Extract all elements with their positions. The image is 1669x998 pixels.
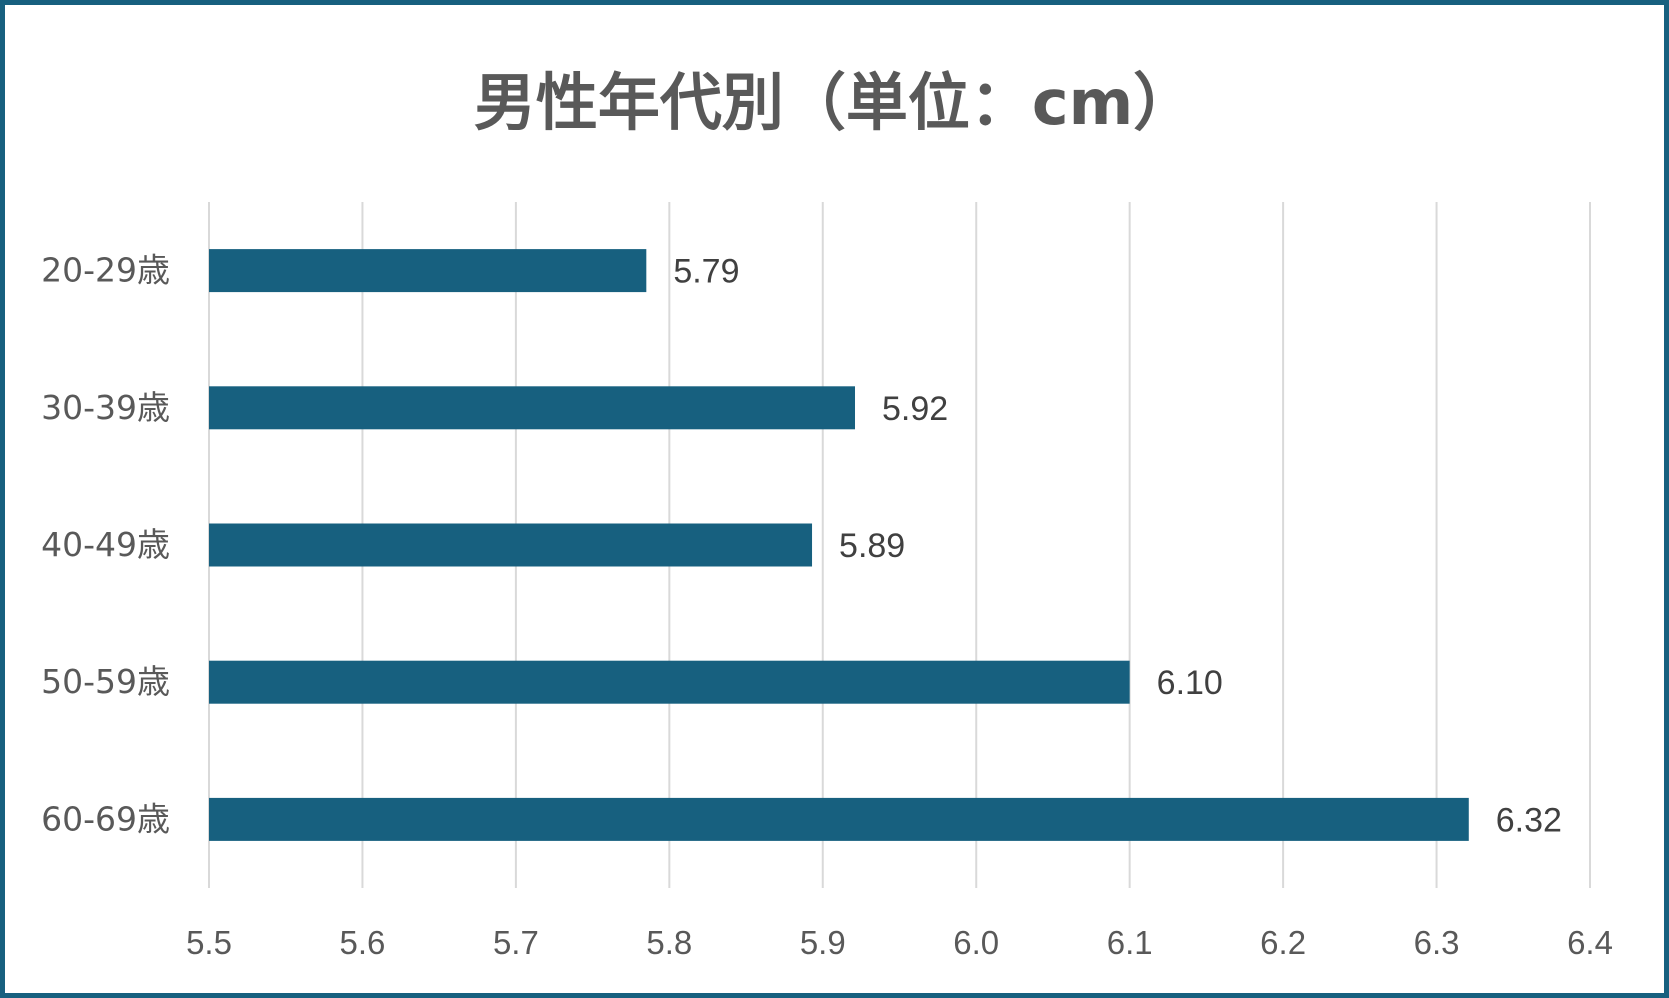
data-label: 6.32 — [1496, 801, 1562, 839]
data-labels: 5.79 5.92 5.89 6.10 6.32 — [673, 253, 1562, 840]
bar — [209, 523, 813, 567]
x-tick-label: 5.9 — [800, 924, 846, 961]
category-labels: 20-29歳 30-39歳 40-49歳 50-59歳 60-69歳 — [41, 251, 170, 839]
category-label: 20-29歳 — [41, 251, 170, 290]
data-label: 5.89 — [839, 527, 905, 565]
x-tick-label: 6.2 — [1260, 924, 1306, 961]
x-tick-label: 5.8 — [646, 924, 692, 961]
category-label: 40-49歳 — [41, 525, 170, 564]
x-tick-label: 6.4 — [1567, 924, 1613, 961]
chart-title: 男性年代別（単位：cm） — [473, 66, 1196, 139]
x-tick-label: 5.5 — [186, 924, 232, 961]
category-label: 50-59歳 — [41, 662, 170, 701]
x-axis-tick-labels: 5.5 5.6 5.7 5.8 5.9 6.0 6.1 6.2 6.3 6.4 — [186, 924, 1613, 961]
x-tick-label: 6.1 — [1107, 924, 1153, 961]
bars — [209, 249, 1469, 841]
category-label: 60-69歳 — [41, 799, 170, 838]
x-tick-label: 5.7 — [493, 924, 539, 961]
bar — [209, 386, 856, 430]
data-label: 6.10 — [1157, 664, 1223, 702]
x-tick-label: 5.6 — [340, 924, 386, 961]
bar — [209, 249, 647, 293]
data-label: 5.92 — [882, 390, 948, 428]
bar — [209, 797, 1469, 841]
x-tick-label: 6.0 — [953, 924, 999, 961]
bar — [209, 660, 1130, 704]
data-label: 5.79 — [673, 253, 739, 291]
x-tick-label: 6.3 — [1414, 924, 1460, 961]
category-label: 30-39歳 — [41, 388, 170, 427]
